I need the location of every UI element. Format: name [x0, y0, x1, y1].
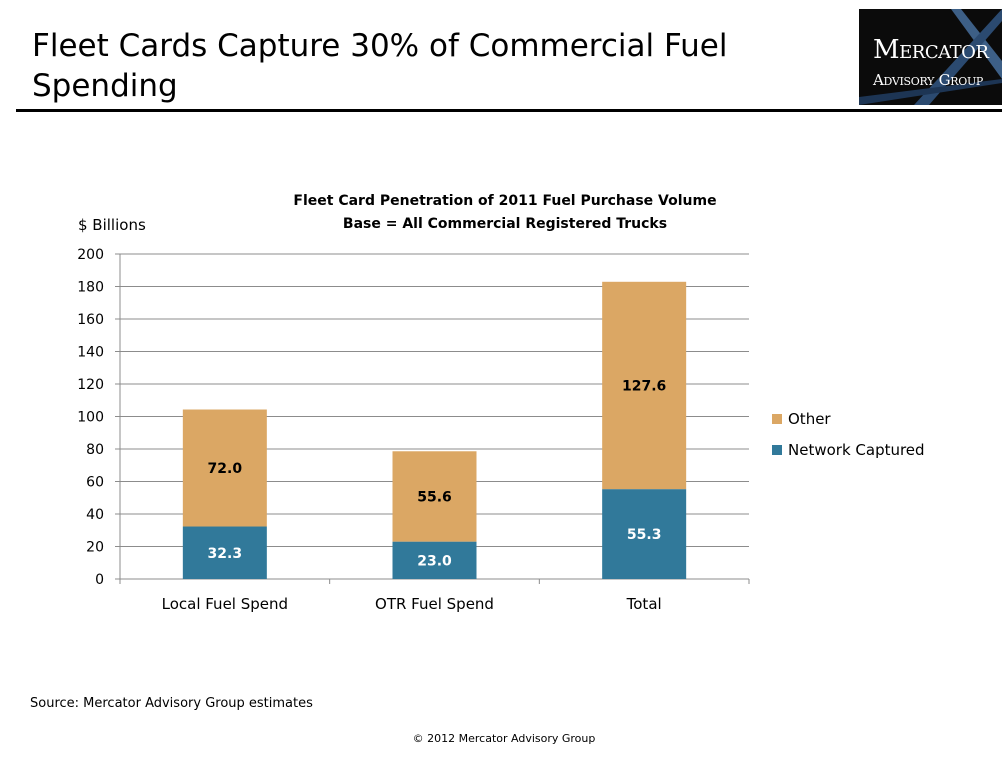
chart-legend: Other Network Captured	[772, 403, 925, 465]
x-tick-label: Local Fuel Spend	[162, 595, 288, 613]
data-label-network-captured: 55.3	[627, 527, 662, 543]
legend-item-network-captured: Network Captured	[772, 434, 925, 465]
data-label-other: 55.6	[417, 489, 452, 505]
y-tick-label: 140	[77, 345, 104, 361]
bar-other	[602, 281, 687, 490]
y-tick-label: 80	[86, 442, 104, 458]
chart-title: Fleet Card Penetration of 2011 Fuel Purc…	[293, 193, 717, 209]
x-tick-label: OTR Fuel Spend	[375, 595, 494, 613]
y-tick-label: 120	[77, 377, 104, 393]
chart-title-block: Fleet Card Penetration of 2011 Fuel Purc…	[250, 190, 760, 236]
source-note: Source: Mercator Advisory Group estimate…	[30, 696, 313, 711]
y-axis-label: $ Billions	[78, 216, 146, 234]
bar-network-captured	[602, 489, 687, 579]
y-tick-label: 0	[95, 572, 104, 588]
data-label-other: 72.0	[208, 461, 243, 477]
y-tick-label: 40	[86, 507, 104, 523]
logo-x-mark	[859, 9, 1002, 105]
data-label-network-captured: 23.0	[417, 553, 452, 569]
y-tick-label: 180	[77, 280, 104, 296]
bar-network-captured	[392, 541, 477, 579]
x-tick-label: Total	[626, 595, 662, 613]
bar-other	[392, 451, 477, 542]
legend-label-other: Other	[788, 409, 831, 428]
y-tick-label: 160	[77, 312, 104, 328]
legend-swatch-network-captured	[772, 444, 782, 455]
title-divider	[16, 109, 1002, 112]
y-tick-label: 20	[86, 540, 104, 556]
data-label-other: 127.6	[622, 378, 666, 394]
copyright-notice: © 2012 Mercator Advisory Group	[412, 732, 596, 745]
slide-title: Fleet Cards Capture 30% of Commercial Fu…	[32, 28, 728, 104]
legend-swatch-other	[772, 413, 782, 424]
mercator-logo: Mercator Advisory Group	[859, 9, 1002, 105]
logo-name: Mercator	[873, 35, 989, 65]
y-tick-label: 200	[77, 247, 104, 263]
data-label-network-captured: 32.3	[208, 546, 243, 562]
y-tick-label: 60	[86, 475, 104, 491]
legend-item-other: Other	[772, 403, 925, 434]
y-tick-label: 100	[77, 410, 104, 426]
bar-network-captured	[182, 526, 267, 579]
logo-tagline: Advisory Group	[873, 71, 984, 89]
bar-other	[182, 409, 267, 527]
chart-subtitle: Base = All Commercial Registered Trucks	[342, 216, 668, 232]
legend-label-network-captured: Network Captured	[788, 440, 925, 459]
